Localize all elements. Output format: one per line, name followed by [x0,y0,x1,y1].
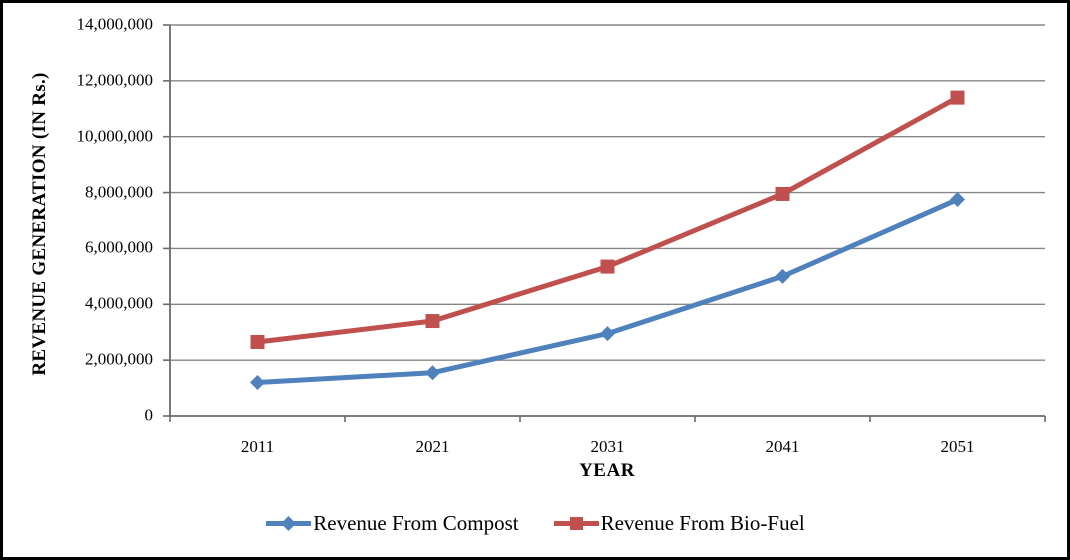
x-tick-label: 2031 [590,437,625,456]
y-tick-label: 2,000,000 [85,349,153,369]
line-square-marker-icon [553,516,599,530]
y-tick-label: 4,000,000 [85,293,153,313]
x-axis-title: YEAR [579,460,635,481]
data-point-marker [250,374,265,390]
y-axis-title: REVENUE GENERATION (IN Rs.) [29,72,50,376]
legend-item-biofuel: Revenue From Bio-Fuel [553,511,805,536]
series-line [257,95,959,345]
data-point-marker [425,365,440,381]
legend-diamond-marker [281,515,297,531]
data-point-marker [425,314,440,329]
data-point-marker [950,90,965,105]
x-tick-label: 2051 [940,437,975,456]
series-line [257,197,959,385]
legend-label-compost: Revenue From Compost [313,510,519,535]
x-tick-label: 2021 [415,437,450,456]
x-tick-label: 2011 [240,437,275,456]
data-point-marker [775,186,790,201]
data-point-marker [250,334,265,349]
x-tick-label: 2041 [765,437,800,456]
y-tick-label: 0 [144,405,154,425]
y-tick-label: 10,000,000 [76,126,154,146]
data-point-marker [600,259,615,274]
y-tick-label: 8,000,000 [85,182,153,202]
y-tick-label: 12,000,000 [76,70,154,90]
legend-square-marker [569,516,583,530]
y-tick-label: 14,000,000 [76,14,154,34]
line-diamond-marker-icon [266,515,312,531]
legend-item-compost: Revenue From Compost [265,510,519,536]
legend-label-biofuel: Revenue From Bio-Fuel [600,510,805,535]
legend: Revenue From Compost Revenue From Bio-Fu… [0,506,1070,540]
data-point-marker [775,268,790,284]
data-point-marker [600,326,615,342]
data-point-marker [950,192,965,208]
y-tick-label: 6,000,000 [85,238,153,258]
